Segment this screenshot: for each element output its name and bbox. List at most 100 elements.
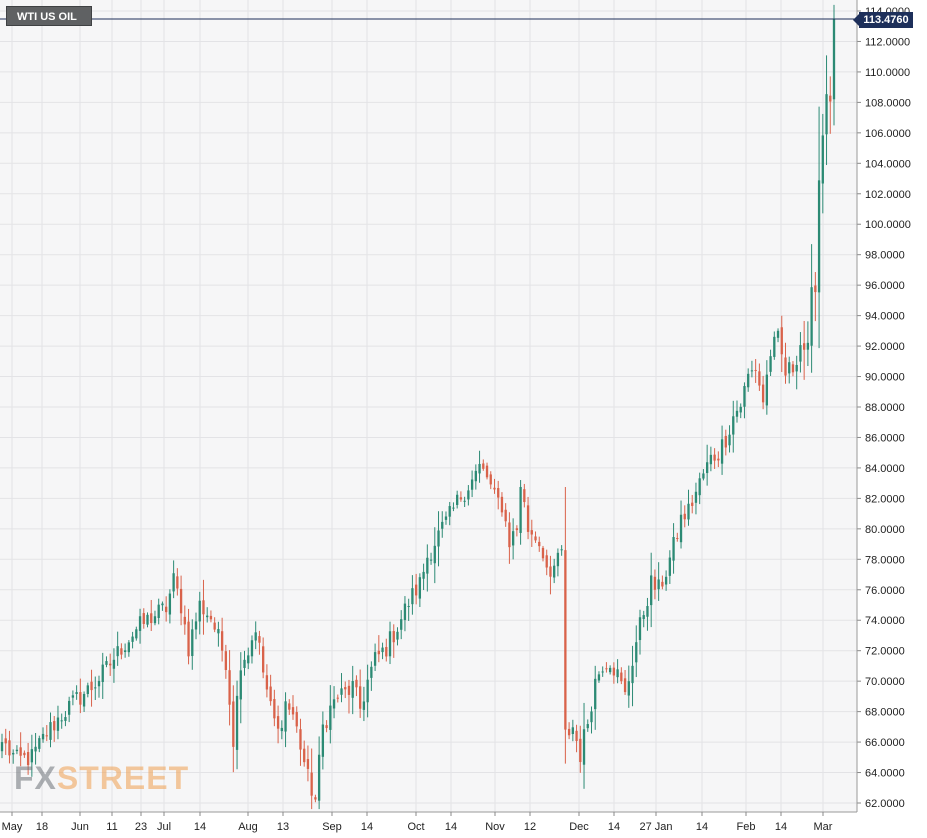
candle-body[interactable] [142, 613, 145, 624]
candle-body[interactable] [679, 514, 683, 543]
candle-body[interactable] [332, 699, 336, 709]
candle-body[interactable] [329, 705, 332, 730]
candle-body[interactable] [146, 614, 149, 625]
candle-body[interactable] [183, 616, 186, 625]
candle-body[interactable] [638, 617, 642, 641]
candle-body[interactable] [407, 606, 410, 608]
candle-body[interactable] [825, 94, 828, 135]
candle-body[interactable] [832, 18, 836, 100]
candle-body[interactable] [56, 717, 60, 731]
candle-body[interactable] [172, 573, 175, 592]
candle-body[interactable] [437, 530, 440, 547]
candle-body[interactable] [191, 629, 194, 657]
candle-body[interactable] [377, 650, 380, 655]
candle-body[interactable] [470, 479, 474, 490]
candle-body[interactable] [265, 675, 269, 690]
candle-body[interactable] [747, 373, 750, 388]
candle-body[interactable] [86, 685, 89, 695]
candle-body[interactable] [650, 575, 653, 606]
candle-body[interactable] [276, 716, 280, 729]
candle-body[interactable] [474, 470, 477, 482]
candle-body[interactable] [519, 486, 522, 533]
candle-body[interactable] [799, 345, 802, 362]
candle-body[interactable] [243, 659, 246, 668]
candle-body[interactable] [631, 665, 634, 684]
candle-body[interactable] [82, 693, 86, 707]
candle-body[interactable] [340, 688, 343, 695]
candle-body[interactable] [396, 631, 399, 640]
candle-body[interactable] [523, 489, 526, 503]
candle-body[interactable] [657, 579, 660, 590]
candle-body[interactable] [194, 621, 198, 630]
candle-body[interactable] [235, 695, 239, 750]
candle-body[interactable] [720, 439, 724, 464]
candle-body[interactable] [802, 343, 806, 350]
candle-body[interactable] [224, 651, 228, 671]
candle-body[interactable] [116, 646, 119, 657]
candle-body[interactable] [530, 530, 533, 535]
candle-body[interactable] [217, 629, 220, 634]
candle-body[interactable] [668, 557, 671, 576]
candle-body[interactable] [198, 600, 201, 622]
candle-body[interactable] [728, 434, 731, 446]
candle-body[interactable] [101, 664, 104, 683]
candle-body[interactable] [112, 659, 116, 669]
candle-body[interactable] [228, 670, 231, 705]
candle-body[interactable] [705, 462, 709, 474]
candle-body[interactable] [388, 631, 392, 657]
candle-body[interactable] [526, 505, 530, 532]
candle-body[interactable] [545, 555, 548, 568]
candle-body[interactable] [273, 699, 276, 719]
candle-body[interactable] [713, 454, 716, 461]
candle-body[interactable] [754, 369, 757, 371]
candle-body[interactable] [676, 537, 679, 539]
candle-body[interactable] [635, 642, 638, 663]
candle-body[interactable] [463, 500, 466, 502]
candle-body[interactable] [135, 629, 138, 639]
candle-body[interactable] [400, 619, 403, 630]
candle-body[interactable] [12, 752, 15, 755]
candle-body[interactable] [769, 356, 772, 372]
candle-body[interactable] [23, 752, 26, 756]
candle-body[interactable] [508, 522, 511, 548]
candle-body[interactable] [538, 541, 541, 547]
candle-body[interactable] [441, 521, 444, 529]
candle-body[interactable] [90, 681, 93, 691]
candle-body[interactable] [362, 701, 366, 710]
candle-body[interactable] [556, 552, 560, 567]
candle-body[interactable] [553, 565, 556, 578]
candle-body[interactable] [672, 537, 675, 561]
candle-body[interactable] [284, 701, 287, 732]
candle-body[interactable] [739, 406, 742, 413]
candle-body[interactable] [258, 636, 261, 643]
candle-body[interactable] [433, 545, 436, 564]
candle-body[interactable] [202, 600, 205, 615]
candle-body[interactable] [157, 604, 160, 619]
candle-body[interactable] [485, 465, 489, 478]
candle-body[interactable] [627, 681, 630, 696]
candle-body[interactable] [478, 463, 481, 474]
candle-body[interactable] [232, 701, 235, 747]
candle-body[interactable] [187, 621, 190, 657]
candle-body[interactable] [0, 742, 4, 752]
candle-body[interactable] [776, 330, 780, 338]
candle-body[interactable] [456, 494, 459, 505]
candle-body[interactable] [26, 752, 30, 766]
candle-body[interactable] [347, 685, 351, 695]
candle-body[interactable] [150, 613, 153, 624]
candle-body[interactable] [605, 668, 608, 670]
candle-body[interactable] [821, 135, 824, 184]
candle-body[interactable] [131, 636, 134, 642]
candle-body[interactable] [355, 679, 358, 688]
candle-body[interactable] [560, 549, 563, 551]
candle-body[interactable] [138, 616, 142, 631]
candle-body[interactable] [579, 738, 582, 763]
candle-body[interactable] [179, 588, 183, 614]
candle-body[interactable] [68, 700, 71, 715]
candle-body[interactable] [683, 513, 686, 520]
candle-body[interactable] [608, 667, 612, 673]
candle-body[interactable] [120, 648, 123, 655]
candle-body[interactable] [459, 497, 463, 500]
candle-body[interactable] [564, 550, 567, 730]
candle-body[interactable] [829, 95, 832, 102]
